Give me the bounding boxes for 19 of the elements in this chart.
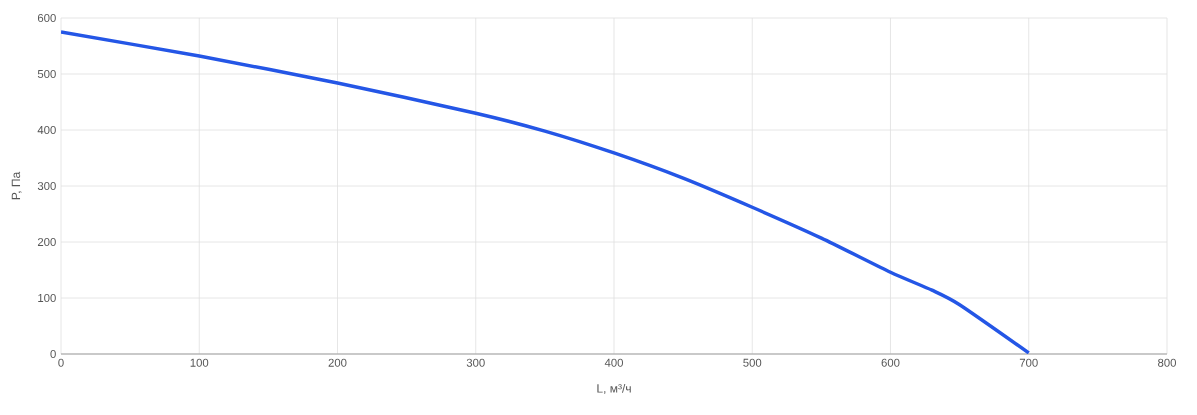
line-series — [61, 30, 1031, 354]
x-tick-label: 500 — [743, 358, 762, 367]
y-tick-label: 200 — [37, 238, 56, 247]
y-tick-label: 400 — [37, 126, 56, 135]
y-tick-label: 300 — [37, 182, 56, 191]
x-axis-title: L, м³/ч — [597, 383, 631, 395]
x-tick-label: 300 — [466, 358, 485, 367]
y-axis-title: P, Па — [11, 171, 22, 200]
y-tick-label: 0 — [50, 350, 56, 359]
x-tick-label: 700 — [1019, 358, 1038, 367]
y-tick-label: 600 — [37, 14, 56, 23]
x-tick-label: 0 — [58, 358, 64, 367]
x-tick-label: 200 — [328, 358, 347, 367]
x-tick-label: 600 — [881, 358, 900, 367]
x-tick-label: 100 — [190, 358, 209, 367]
y-tick-label: 500 — [37, 70, 56, 79]
x-tick-label: 800 — [1158, 358, 1176, 367]
y-tick-label: 100 — [38, 294, 56, 303]
x-tick-label: 400 — [604, 358, 623, 367]
